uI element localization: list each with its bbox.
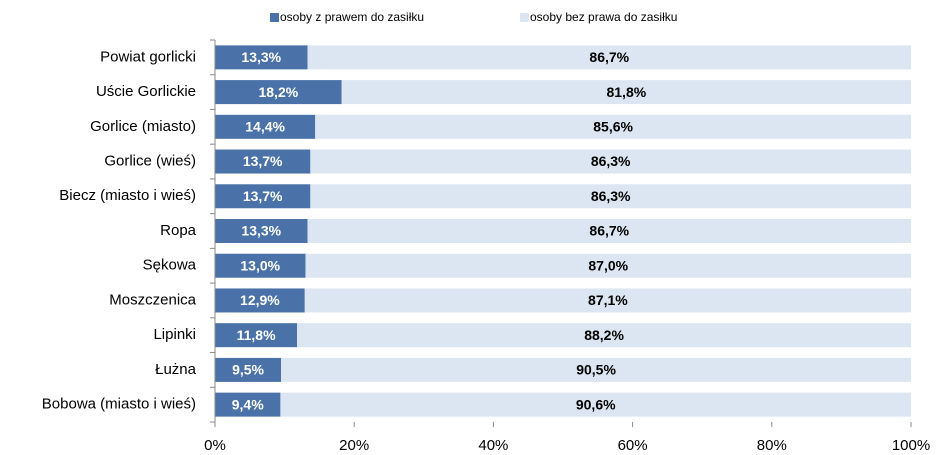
category-label: Uście Gorlickie — [96, 83, 196, 100]
value-label: 13,3% — [241, 223, 281, 239]
bar-segment — [215, 288, 305, 313]
x-tick-label: 100% — [892, 437, 930, 454]
bar-segment — [310, 149, 911, 174]
bar-segment — [281, 357, 911, 382]
category-label: Moszczenica — [109, 291, 196, 308]
x-tick-label: 60% — [618, 437, 648, 454]
value-label: 86,3% — [591, 153, 631, 169]
bar-segment — [315, 114, 911, 139]
category-label: Bobowa (miasto i wieś) — [42, 396, 196, 413]
value-label: 87,1% — [588, 292, 628, 308]
value-label: 11,8% — [237, 327, 276, 343]
bar-segment — [215, 149, 311, 174]
bar-segment — [310, 184, 911, 209]
category-label: Lipinki — [153, 326, 196, 343]
value-label: 9,4% — [232, 396, 264, 412]
category-label: Łużna — [155, 361, 197, 378]
bar-segment — [215, 357, 282, 382]
category-label: Powiat gorlicki — [100, 48, 196, 65]
x-tick-label: 40% — [478, 437, 508, 454]
legend-swatch — [520, 13, 529, 22]
category-label: Gorlice (wieś) — [104, 153, 196, 170]
x-tick-label: 0% — [204, 437, 226, 454]
value-label: 13,7% — [243, 153, 283, 169]
value-label: 86,7% — [589, 49, 629, 65]
value-label: 13,3% — [241, 49, 281, 65]
bar-segment — [304, 288, 911, 313]
bar-segment — [215, 323, 298, 348]
bar-segment — [280, 392, 911, 417]
value-label: 13,0% — [240, 257, 280, 273]
value-label: 12,9% — [240, 292, 280, 308]
bar-segment — [215, 45, 308, 70]
category-label: Biecz (miasto i wieś) — [59, 187, 196, 204]
bar-segment — [307, 45, 911, 70]
bar-segment — [215, 184, 311, 209]
bar-segment — [215, 392, 281, 417]
value-label: 9,5% — [232, 362, 264, 378]
legend-swatch — [270, 13, 279, 22]
bar-segment — [297, 323, 911, 348]
legend-label: osoby bez prawa do zasiłku — [530, 10, 677, 24]
value-label: 87,0% — [588, 257, 628, 273]
category-label: Gorlice (miasto) — [90, 118, 196, 135]
category-label: Ropa — [160, 222, 197, 239]
value-label: 18,2% — [258, 84, 298, 100]
bar-segment — [215, 114, 316, 139]
bar-segment — [215, 253, 306, 278]
value-label: 14,4% — [245, 119, 285, 135]
category-label: Sękowa — [143, 257, 197, 274]
bar-segment — [215, 80, 342, 105]
x-tick-label: 20% — [339, 437, 369, 454]
value-label: 90,5% — [576, 362, 616, 378]
value-label: 13,7% — [243, 188, 283, 204]
bar-segment — [305, 253, 912, 278]
value-label: 85,6% — [593, 119, 633, 135]
bar-segment — [341, 80, 911, 105]
value-label: 86,3% — [591, 188, 631, 204]
value-label: 86,7% — [589, 223, 629, 239]
legend-label: osoby z prawem do zasiłku — [280, 10, 424, 24]
value-label: 90,6% — [576, 396, 616, 412]
value-label: 88,2% — [584, 327, 624, 343]
bar-segment — [307, 219, 911, 243]
x-tick-label: 80% — [757, 437, 787, 454]
value-label: 81,8% — [606, 84, 646, 100]
bar-segment — [215, 219, 308, 243]
